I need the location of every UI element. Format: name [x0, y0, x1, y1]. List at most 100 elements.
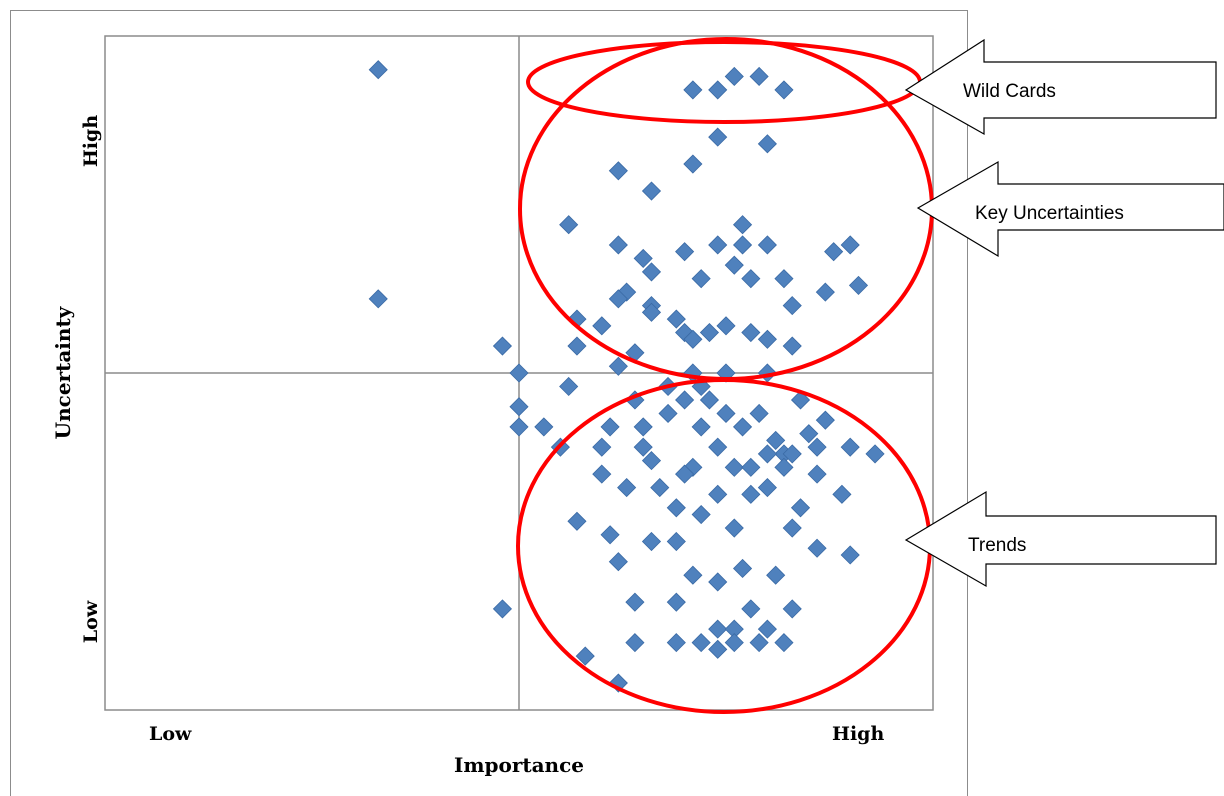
data-point	[782, 336, 802, 356]
data-point	[608, 235, 628, 255]
data-point	[807, 538, 827, 558]
data-points	[368, 60, 885, 693]
data-point	[708, 639, 728, 659]
data-point	[633, 417, 653, 437]
data-point	[708, 619, 728, 639]
data-point	[641, 181, 662, 201]
data-point	[683, 80, 703, 100]
data-point	[608, 552, 628, 572]
data-point	[625, 633, 645, 653]
data-point	[666, 633, 686, 653]
data-point	[782, 296, 802, 316]
data-point	[675, 464, 695, 484]
data-point	[691, 269, 711, 289]
data-point	[708, 127, 728, 147]
data-point	[509, 363, 529, 383]
x-axis-title: Importance	[454, 753, 584, 777]
data-point	[633, 248, 653, 268]
y-tick-low: Low	[80, 600, 102, 643]
data-point	[716, 403, 736, 424]
data-point	[708, 235, 728, 255]
data-point	[732, 558, 753, 579]
data-point	[774, 633, 794, 653]
data-point	[691, 417, 711, 437]
data-point	[774, 80, 794, 100]
data-point	[608, 356, 628, 376]
trends-callout-arrow	[904, 490, 1217, 588]
data-point	[824, 242, 844, 262]
data-point	[832, 484, 852, 504]
data-point	[724, 66, 744, 87]
y-tick-high: High	[80, 115, 102, 167]
data-point	[840, 545, 860, 565]
data-point	[848, 275, 869, 295]
data-point	[774, 269, 794, 289]
data-point	[865, 444, 885, 464]
data-point	[757, 134, 777, 154]
data-point	[509, 397, 529, 417]
data-point	[592, 316, 612, 336]
data-point	[815, 410, 835, 430]
data-point	[782, 599, 802, 619]
data-point	[675, 242, 695, 262]
data-point	[633, 437, 653, 457]
data-point	[368, 60, 388, 80]
data-point	[641, 302, 662, 322]
data-point	[774, 457, 794, 477]
wild-cards-label: Wild Cards	[963, 81, 1056, 102]
data-point	[708, 437, 728, 457]
data-point	[666, 498, 686, 518]
data-point	[675, 390, 695, 410]
data-point	[559, 215, 579, 235]
data-point	[641, 451, 662, 471]
x-tick-high: High	[832, 723, 884, 745]
key-uncertainties-label: Key Uncertainties	[975, 203, 1124, 224]
data-point	[666, 592, 686, 612]
data-point	[749, 403, 769, 424]
data-point	[807, 464, 827, 484]
data-point	[799, 424, 819, 444]
data-point	[592, 437, 612, 457]
data-point	[683, 565, 703, 585]
data-point	[741, 599, 761, 619]
data-point	[757, 478, 777, 498]
data-point	[691, 633, 711, 653]
data-point	[732, 417, 753, 437]
data-point	[492, 599, 513, 619]
data-point	[666, 531, 686, 552]
data-point	[699, 390, 720, 410]
data-point	[699, 322, 720, 343]
data-point	[534, 417, 554, 437]
key-uncertainties-callout-arrow	[916, 160, 1224, 258]
data-point	[592, 464, 612, 484]
data-point	[617, 478, 637, 498]
data-point	[658, 403, 678, 424]
data-point	[766, 430, 786, 450]
data-point	[815, 282, 835, 302]
data-point	[757, 444, 777, 464]
data-point	[600, 417, 620, 437]
data-point	[716, 316, 736, 336]
data-point	[641, 262, 662, 282]
trends-label: Trends	[968, 535, 1026, 556]
data-point	[683, 154, 703, 174]
data-point	[782, 518, 802, 538]
data-point	[608, 289, 628, 309]
data-point	[741, 322, 761, 343]
data-point	[749, 633, 769, 653]
data-point	[732, 235, 753, 255]
data-point	[741, 269, 761, 289]
data-point	[509, 417, 529, 437]
data-point	[559, 376, 579, 397]
x-tick-low: Low	[149, 723, 192, 745]
data-point	[741, 457, 761, 477]
data-point	[600, 525, 620, 545]
data-point	[708, 80, 728, 100]
data-point	[724, 255, 744, 275]
data-point	[724, 518, 744, 538]
data-point	[749, 66, 769, 87]
data-point	[724, 457, 744, 477]
data-point	[782, 444, 802, 464]
data-point	[691, 504, 711, 525]
data-point	[757, 619, 777, 639]
